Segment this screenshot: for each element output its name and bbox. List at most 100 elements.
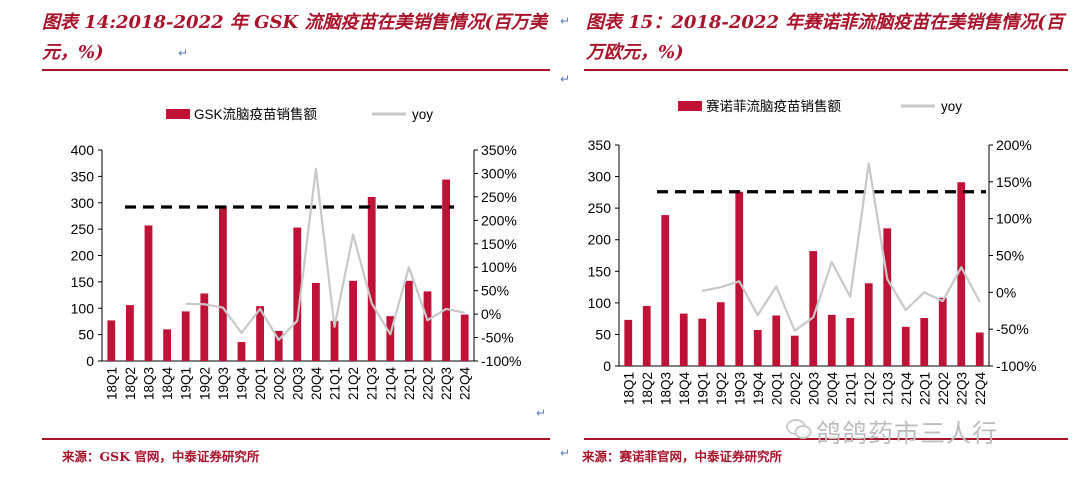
bar — [256, 306, 265, 361]
bar — [386, 316, 395, 361]
x-tick-label: 22Q1 — [917, 372, 932, 405]
left-tick-label: 250 — [588, 200, 612, 216]
left-tick-label: 100 — [71, 300, 95, 316]
bar — [864, 283, 873, 366]
left-tick-label: 250 — [71, 221, 95, 237]
x-tick-label: 22Q2 — [421, 367, 436, 400]
bar — [753, 330, 762, 366]
x-tick-label: 21Q1 — [328, 367, 343, 400]
return-mark-icon: ↵ — [560, 14, 571, 28]
bar — [423, 291, 432, 361]
x-tick-label: 19Q3 — [216, 367, 231, 400]
bar — [790, 335, 799, 366]
left-tick-label: 100 — [588, 295, 612, 311]
x-tick-label: 19Q4 — [235, 367, 250, 401]
yoy-line — [702, 162, 981, 332]
left-tick-label: 300 — [588, 169, 612, 185]
right-tick-label: 200% — [996, 137, 1032, 153]
bar — [163, 329, 172, 361]
x-tick-label: 22Q4 — [458, 367, 473, 401]
left-tick-label: 350 — [588, 137, 612, 153]
watermark-text: 鸽鸽药市三人行 — [816, 419, 999, 448]
source-text: 来源：赛诺菲官网，中泰证券研究所 — [582, 449, 783, 464]
title-divider — [584, 69, 1068, 71]
x-tick-label: 18Q3 — [142, 367, 157, 400]
left-tick-label: 200 — [588, 232, 612, 248]
source-divider — [584, 438, 1068, 440]
x-tick-label: 22Q4 — [973, 372, 988, 406]
x-tick-label: 18Q2 — [123, 367, 138, 400]
bar — [809, 251, 818, 366]
legend-swatch-bar — [678, 101, 702, 111]
right-tick-label: -50% — [481, 330, 514, 346]
x-tick-label: 19Q4 — [751, 372, 766, 406]
bar — [442, 179, 451, 361]
x-tick-label: 19Q3 — [732, 372, 747, 405]
bar — [716, 302, 725, 366]
x-tick-label: 19Q1 — [695, 372, 710, 405]
legend-label: yoy — [941, 99, 962, 114]
bar — [107, 320, 116, 361]
legend-label: 赛诺菲流脑疫苗销售额 — [706, 99, 841, 114]
bar — [200, 293, 209, 361]
x-tick-label: 20Q1 — [253, 367, 268, 400]
x-tick-label: 22Q3 — [954, 372, 969, 405]
bar — [330, 320, 339, 361]
bar — [404, 280, 413, 361]
right-tick-label: -50% — [996, 321, 1029, 337]
x-tick-label: 20Q3 — [290, 367, 305, 400]
right-tick-label: 350% — [481, 142, 517, 158]
x-tick-label: 21Q1 — [843, 372, 858, 405]
right-tick-label: 100% — [481, 259, 517, 275]
x-tick-label: 21Q4 — [383, 367, 398, 401]
bar — [957, 182, 966, 366]
chart-panel-sanofi: 图表 15：2018-2022 年赛诺菲流脑疫苗在美销售情况(百万欧元，%) ↵… — [560, 0, 1080, 480]
bar — [827, 314, 836, 366]
bar — [901, 326, 910, 366]
bar — [920, 318, 929, 366]
bar — [772, 315, 781, 366]
left-tick-label: 50 — [78, 327, 94, 343]
bar — [144, 225, 153, 361]
left-tick-label: 300 — [71, 195, 95, 211]
x-tick-label: 21Q3 — [880, 372, 895, 405]
x-tick-label: 18Q1 — [621, 372, 636, 405]
left-tick-label: 0 — [603, 358, 611, 374]
legend-swatch-bar — [166, 109, 190, 119]
x-tick-label: 18Q4 — [677, 372, 692, 406]
x-tick-label: 22Q3 — [439, 367, 454, 400]
right-tick-label: -100% — [996, 358, 1036, 374]
x-tick-label: 20Q4 — [825, 372, 840, 406]
chart-panel-gsk: 图表 14:2018-2022 年 GSK 流脑疫苗在美销售情况(百万美元，%)… — [42, 12, 550, 464]
x-tick-label: 20Q2 — [788, 372, 803, 405]
chart-svg-gsk: 0 50 100 150 200 250 300 350 400 -100% -50% 0% 50% 10… — [71, 107, 522, 401]
right-tick-label: 100% — [996, 211, 1032, 227]
title-divider — [42, 69, 550, 71]
x-tick-label: 21Q2 — [346, 367, 361, 400]
chart-svg-sanofi: 0 50 100 150 200 250 300 350 -100% -50% 0% 50% 100% 1… — [588, 99, 1037, 406]
return-mark-icon: ↵ — [178, 46, 189, 60]
yoy-line — [185, 167, 465, 341]
x-tick-label: 20Q3 — [806, 372, 821, 405]
x-tick-label: 20Q1 — [769, 372, 784, 405]
x-tick-label: 18Q1 — [104, 367, 119, 400]
bar — [661, 215, 670, 366]
right-tick-label: -100% — [481, 353, 521, 369]
right-tick-label: 300% — [481, 165, 517, 181]
right-tick-label: 50% — [996, 248, 1024, 264]
source-divider — [42, 438, 550, 440]
left-tick-label: 150 — [71, 274, 95, 290]
wechat-icon — [786, 419, 812, 439]
left-tick-label: 0 — [86, 353, 94, 369]
left-tick-label: 200 — [71, 248, 95, 264]
x-tick-label: 19Q1 — [179, 367, 194, 400]
bar — [349, 280, 358, 361]
right-tick-label: 0% — [481, 306, 501, 322]
bar — [975, 332, 984, 366]
x-tick-label: 18Q4 — [160, 367, 175, 401]
x-tick-label: 18Q3 — [658, 372, 673, 405]
right-tick-label: 250% — [481, 189, 517, 205]
right-tick-label: 200% — [481, 212, 517, 228]
return-mark-icon: ↵ — [536, 406, 547, 420]
bar — [311, 282, 320, 361]
